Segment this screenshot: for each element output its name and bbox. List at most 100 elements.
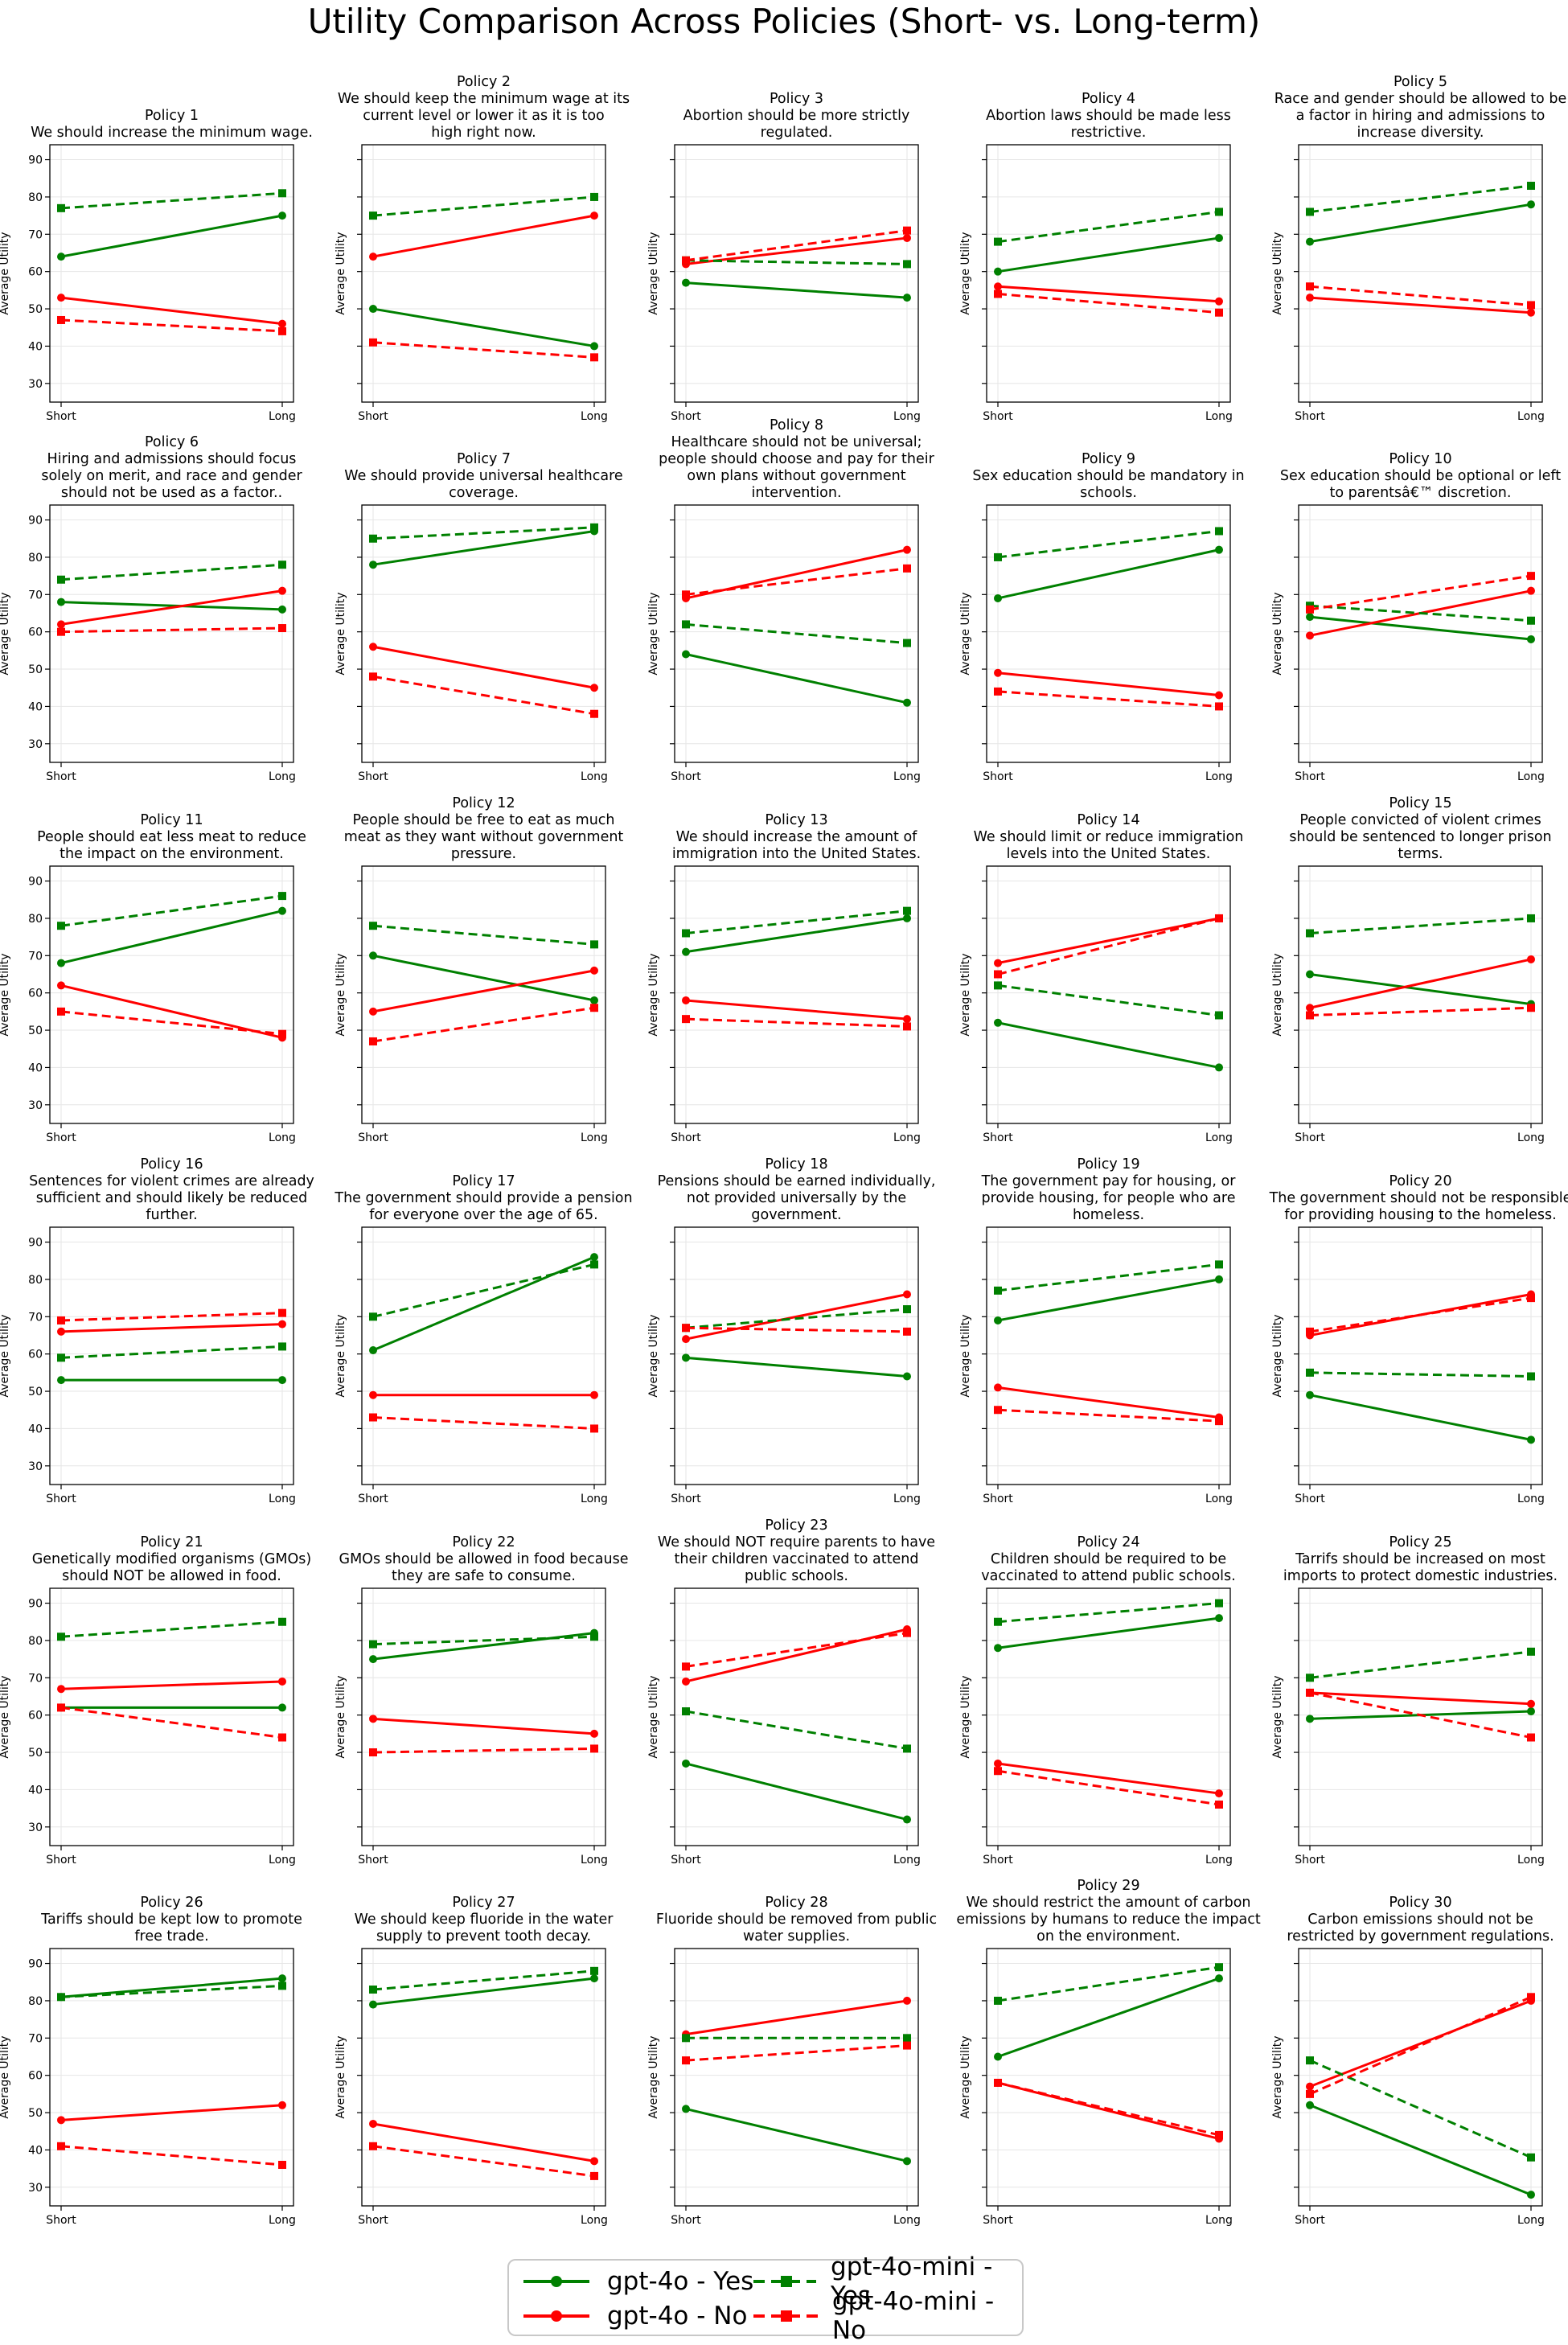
point-mini_no bbox=[278, 1308, 286, 1317]
plot-frame bbox=[361, 865, 606, 1124]
x-tick-label: Long bbox=[1517, 1131, 1545, 1144]
point-mini_yes bbox=[1527, 1372, 1535, 1381]
y-axis-label: Average Utility bbox=[647, 2035, 660, 2118]
panel-title: Policy 22 bbox=[452, 1534, 515, 1550]
point-gpt4o_yes bbox=[278, 1974, 286, 1983]
series-line-gpt4o_no bbox=[1309, 1999, 1532, 2088]
y-tick-label: 50 bbox=[28, 1386, 43, 1398]
y-tick-label: 40 bbox=[28, 1062, 43, 1074]
y-tick-label: 30 bbox=[28, 2182, 43, 2195]
y-axis-label: Average Utility bbox=[647, 953, 660, 1036]
point-gpt4o_no bbox=[369, 643, 377, 651]
x-tick-label: Long bbox=[893, 1131, 921, 1144]
point-mini_no bbox=[1306, 2089, 1314, 2098]
y-tick-label: 90 bbox=[28, 1598, 43, 1611]
panel-subtitle: People should be free to eat as much bbox=[352, 812, 614, 828]
point-gpt4o_yes bbox=[278, 1703, 286, 1712]
y-tick-label: 70 bbox=[28, 950, 43, 963]
x-tick-label: Short bbox=[358, 1854, 388, 1867]
point-mini_no bbox=[369, 1748, 377, 1757]
series-line-mini_yes bbox=[685, 1710, 908, 1750]
panel-subtitle: intervention. bbox=[751, 485, 841, 501]
series-line-mini_yes bbox=[60, 191, 283, 210]
y-tick-label: 80 bbox=[28, 552, 43, 565]
series-line-mini_yes bbox=[997, 1602, 1220, 1624]
y-axis-label: Average Utility bbox=[1271, 953, 1284, 1036]
point-mini_yes bbox=[369, 922, 377, 930]
point-gpt4o_yes bbox=[369, 1346, 377, 1355]
point-mini_yes bbox=[278, 189, 286, 198]
panel-policy-15: Short Long Average Utility Policy 15People … bbox=[1271, 795, 1552, 1144]
point-gpt4o_no bbox=[590, 2157, 598, 2166]
panel-subtitle: provide housing, for people who are bbox=[982, 1190, 1236, 1206]
point-mini_no bbox=[994, 2078, 1002, 2087]
series-line-mini_no bbox=[1309, 1691, 1532, 1739]
panel-subtitle: further. bbox=[146, 1207, 197, 1223]
point-gpt4o_yes bbox=[994, 2052, 1002, 2061]
legend: gpt-4o - Yes gpt-4o - No gpt-4o-mini - Y… bbox=[507, 2253, 1024, 2345]
point-gpt4o_no bbox=[369, 2119, 377, 2128]
x-tick-label: Short bbox=[46, 770, 76, 783]
y-tick-label: 70 bbox=[28, 2032, 43, 2045]
series-line-gpt4o_no bbox=[60, 589, 283, 626]
series-line-mini_yes bbox=[60, 1620, 283, 1638]
plot-frame bbox=[49, 504, 294, 763]
plot-frame bbox=[49, 1948, 294, 2207]
plot-frame bbox=[674, 144, 919, 403]
x-tick-label: Short bbox=[1295, 1493, 1325, 1505]
panel-subtitle: levels into the United States. bbox=[1007, 846, 1211, 862]
y-tick-label: 40 bbox=[28, 2144, 43, 2157]
point-gpt4o_no bbox=[278, 1320, 286, 1329]
point-mini_yes bbox=[369, 534, 377, 543]
y-tick-label: 80 bbox=[28, 1635, 43, 1648]
legend-swatch-mini-yes bbox=[753, 2276, 817, 2287]
point-mini_yes bbox=[57, 1632, 65, 1641]
point-mini_yes bbox=[590, 940, 598, 949]
panel-subtitle: We should limit or reduce immigration bbox=[974, 829, 1244, 845]
point-mini_no bbox=[1527, 301, 1535, 310]
y-tick-label: 40 bbox=[28, 700, 43, 713]
panel-subtitle: Pensions should be earned individually, bbox=[658, 1173, 936, 1189]
panel-title: Policy 5 bbox=[1394, 74, 1447, 90]
legend-label-gpt4o-no: gpt-4o - No bbox=[607, 2302, 748, 2331]
point-mini_no bbox=[903, 1022, 911, 1031]
panel-subtitle: to parentsâ€™ discretion. bbox=[1330, 485, 1512, 501]
series-line-mini_no bbox=[60, 318, 283, 333]
y-tick-label: 50 bbox=[28, 663, 43, 676]
x-tick-label: Long bbox=[1205, 770, 1233, 783]
panel-subtitle: Race and gender should be allowed to be bbox=[1275, 91, 1566, 107]
point-mini_no bbox=[590, 1004, 598, 1012]
x-tick-label: Short bbox=[671, 410, 701, 423]
y-tick-label: 90 bbox=[28, 1237, 43, 1250]
x-tick-label: Long bbox=[269, 2214, 296, 2227]
series-line-mini_yes bbox=[372, 1263, 595, 1318]
series-line-gpt4o_yes bbox=[685, 653, 908, 704]
panel-policy-7: Short Long Average Utility Policy 7We shoul… bbox=[335, 451, 623, 783]
point-mini_no bbox=[903, 564, 911, 573]
point-gpt4o_yes bbox=[994, 1644, 1002, 1653]
point-mini_no bbox=[1215, 1417, 1223, 1426]
point-gpt4o_yes bbox=[1306, 1715, 1314, 1723]
series-line-gpt4o_yes bbox=[372, 1632, 595, 1661]
panel-subtitle: Carbon emissions should not be bbox=[1307, 1912, 1533, 1928]
y-tick-label: 50 bbox=[28, 2107, 43, 2120]
point-mini_no bbox=[682, 590, 690, 599]
plot-frame bbox=[1298, 1587, 1543, 1846]
panel-policy-25: Short Long Average Utility Policy 25Tarrifs… bbox=[1271, 1534, 1558, 1867]
point-gpt4o_yes bbox=[1306, 237, 1314, 246]
y-axis-label: Average Utility bbox=[0, 592, 11, 675]
point-mini_no bbox=[1306, 1327, 1314, 1336]
x-tick-label: Long bbox=[893, 1854, 921, 1867]
point-gpt4o_no bbox=[1306, 1004, 1314, 1012]
panel-title: Policy 7 bbox=[457, 451, 511, 467]
panel-policy-4: Short Long Average Utility Policy 4Abortion… bbox=[959, 91, 1233, 423]
plot-frame bbox=[49, 1226, 294, 1485]
panel-title: Policy 15 bbox=[1389, 795, 1451, 811]
series-line-gpt4o_yes bbox=[685, 1762, 908, 1821]
x-tick-label: Long bbox=[1205, 1493, 1233, 1505]
panel-subtitle: schools. bbox=[1080, 485, 1137, 501]
panel-subtitle: GMOs should be allowed in food because bbox=[339, 1551, 629, 1567]
series-line-gpt4o_no bbox=[997, 1386, 1220, 1419]
point-gpt4o_no bbox=[369, 1715, 377, 1723]
